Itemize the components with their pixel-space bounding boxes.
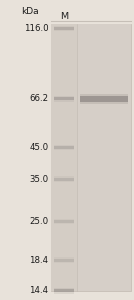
Bar	[54, 178, 74, 181]
Text: 25.0: 25.0	[29, 217, 48, 226]
Bar	[80, 101, 128, 104]
Text: 116.0: 116.0	[24, 24, 48, 33]
Bar	[54, 257, 74, 259]
Bar	[54, 262, 74, 263]
Bar	[54, 96, 74, 97]
Text: 66.2: 66.2	[29, 94, 48, 103]
Bar	[54, 145, 74, 146]
Bar	[54, 30, 74, 31]
Bar	[80, 94, 128, 96]
Bar	[54, 149, 74, 150]
Bar	[54, 219, 74, 220]
Bar	[54, 176, 74, 178]
Bar	[51, 24, 131, 291]
Text: 14.4: 14.4	[29, 286, 48, 296]
Text: 45.0: 45.0	[29, 143, 48, 152]
Bar	[54, 100, 74, 101]
Text: kDa: kDa	[21, 7, 38, 16]
Bar	[54, 220, 74, 223]
Bar	[54, 259, 74, 262]
Text: 35.0: 35.0	[29, 175, 48, 184]
Bar	[54, 292, 74, 294]
Bar	[77, 24, 131, 291]
Bar	[51, 24, 77, 291]
Bar	[80, 96, 128, 101]
Bar	[54, 146, 74, 149]
Bar	[54, 223, 74, 224]
Bar	[54, 97, 74, 100]
Bar	[54, 26, 74, 27]
Bar	[54, 27, 74, 30]
Text: M: M	[60, 12, 68, 21]
Bar	[54, 290, 74, 292]
Text: 18.4: 18.4	[29, 256, 48, 265]
Bar	[54, 181, 74, 182]
Bar	[54, 288, 74, 290]
